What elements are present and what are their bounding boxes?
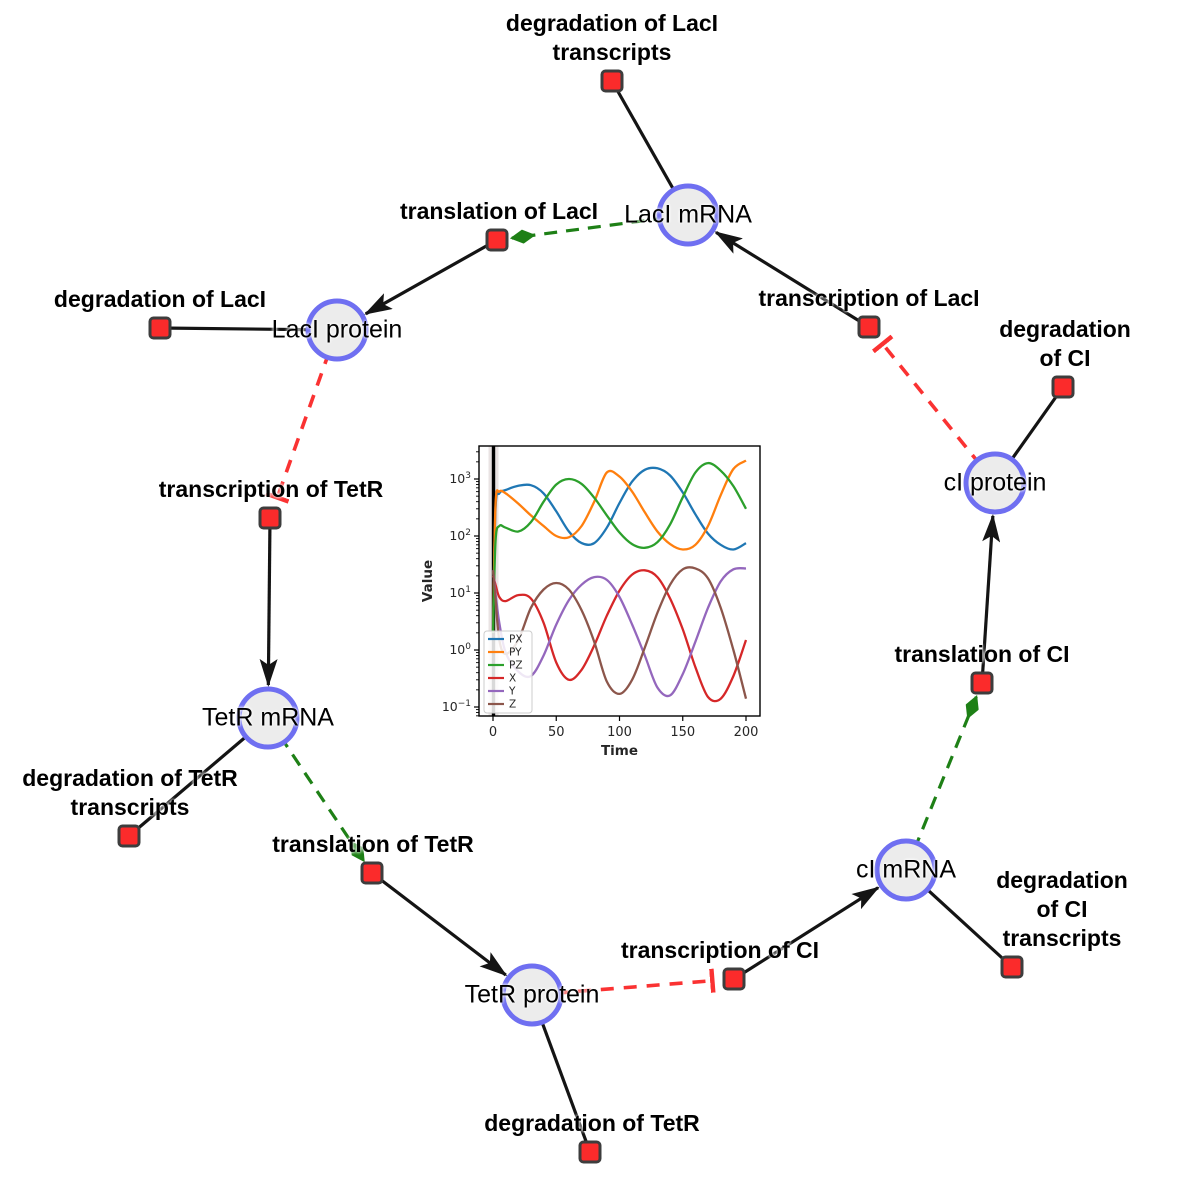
reaction-node-deg_tetr_tx bbox=[117, 824, 141, 848]
reaction-node-deg_ci bbox=[1051, 375, 1075, 399]
reaction-node-deg_ci_tx bbox=[1000, 955, 1024, 979]
edge-product-txn_ci-to-ci_mrna bbox=[733, 886, 880, 981]
curve-X bbox=[491, 569, 748, 703]
x-tick-label: 150 bbox=[670, 725, 695, 740]
reaction-node-txn_ci bbox=[722, 967, 746, 991]
edge-product-transl_tetr-to-tetr_protein bbox=[371, 871, 508, 977]
reaction-node-transl_laci bbox=[485, 228, 509, 252]
reaction-node-transl_ci bbox=[970, 671, 994, 695]
edge-product-txn_tetr-to-tetr_mrna bbox=[259, 517, 278, 688]
y-tick-label: 101 bbox=[449, 585, 471, 600]
time-series-plot-canvas: 0 50 100 150 20010−1100101102103TimeValuePXP… bbox=[420, 445, 761, 759]
y-tick-label: 103 bbox=[449, 471, 471, 486]
y-axis-title: Value bbox=[420, 560, 436, 602]
x-tick-label: 0 bbox=[489, 725, 497, 740]
edge-product-txn_laci-to-laci_mrna bbox=[714, 231, 870, 329]
reaction-node-deg_tetr bbox=[578, 1140, 602, 1164]
legend-label-PZ: PZ bbox=[509, 660, 523, 672]
legend-label-Z: Z bbox=[509, 699, 516, 711]
x-tick-label: 100 bbox=[607, 725, 632, 740]
reaction-node-deg_laci bbox=[148, 316, 172, 340]
reaction-node-transl_tetr bbox=[360, 861, 384, 885]
species-node-ci_mrna bbox=[874, 838, 938, 902]
species-node-laci_protein bbox=[305, 298, 369, 362]
x-tick-label: 50 bbox=[548, 725, 565, 740]
legend-label-PX: PX bbox=[509, 634, 523, 646]
edge-product-transl_laci-to-laci_protein bbox=[364, 238, 498, 316]
curve-PZ bbox=[491, 461, 748, 633]
y-tick-label: 100 bbox=[449, 642, 471, 657]
reaction-node-txn_laci bbox=[857, 315, 881, 339]
edge-product-transl_ci-to-ci_protein bbox=[980, 513, 1001, 684]
curve-PX bbox=[491, 466, 747, 633]
legend-label-Y: Y bbox=[508, 686, 516, 698]
species-node-laci_mrna bbox=[656, 183, 720, 247]
legend-label-X: X bbox=[509, 673, 516, 685]
legend-label-PY: PY bbox=[509, 647, 522, 659]
reaction-node-deg_laci_tx bbox=[600, 69, 624, 93]
y-tick-label: 10−1 bbox=[442, 699, 471, 714]
species-node-tetr_mrna bbox=[236, 686, 300, 750]
time-series-plot: 0 50 100 150 200 10−1 100 101 102 103 Time Value PX P… bbox=[415, 428, 790, 778]
species-node-tetr_protein bbox=[500, 963, 564, 1027]
curve-PY bbox=[491, 459, 747, 633]
legend-box bbox=[483, 630, 533, 714]
x-tick-label: 200 bbox=[734, 725, 759, 740]
reaction-node-txn_tetr bbox=[258, 506, 282, 530]
species-node-ci_protein bbox=[963, 451, 1027, 515]
y-tick-label: 102 bbox=[449, 528, 471, 543]
x-axis-title: Time bbox=[601, 743, 638, 759]
